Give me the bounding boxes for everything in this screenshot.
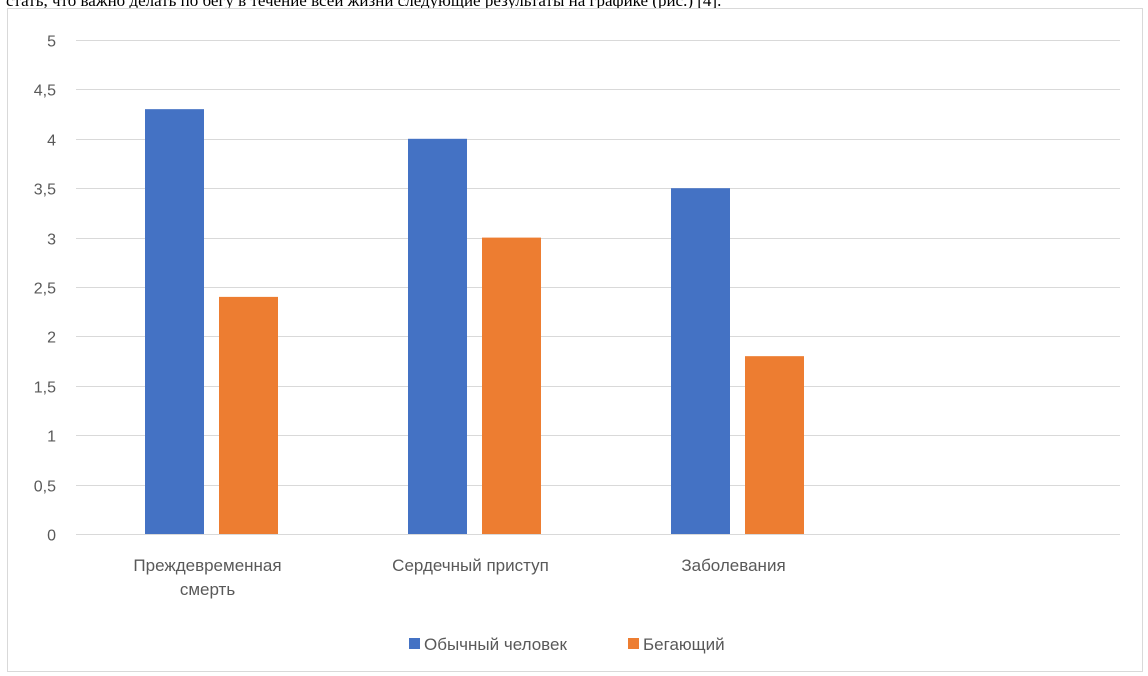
bars (145, 109, 804, 535)
y-tick-label: 4,5 (34, 83, 56, 100)
legend-swatch (409, 638, 420, 649)
x-category-label-line: Заболевания (681, 556, 785, 575)
bar (145, 109, 204, 534)
legend: Обычный человек Бегающий (409, 635, 725, 654)
x-axis-category-labels: Преждевременная смерть Сердечный приступ За… (133, 556, 785, 599)
bar (408, 138, 467, 535)
y-tick-label: 4 (47, 133, 56, 150)
x-category-label: Сердечный приступ (392, 556, 549, 575)
y-tick-label: 2,5 (34, 281, 56, 298)
y-tick-label: 2 (47, 330, 56, 347)
y-tick-label: 0,5 (34, 479, 56, 496)
y-tick-label: 5 (47, 34, 56, 51)
document-text-line: стать, что важно делать по бегу в течени… (6, 0, 722, 10)
x-category-label-line: смерть (180, 580, 236, 599)
bar-chart: 0 0,5 1 1,5 2 2,5 3 3,5 4 4,5 5 Преждевременная сме… (34, 34, 1120, 654)
legend-label: Обычный человек (424, 635, 567, 654)
x-category-label-line: Преждевременная (133, 556, 281, 575)
y-tick-label: 1 (47, 429, 56, 446)
chart-frame: 0 0,5 1 1,5 2 2,5 3 3,5 4 4,5 5 Преждевременная сме… (7, 8, 1143, 672)
y-tick-label: 3 (47, 232, 56, 249)
x-category-label: Преждевременная смерть (133, 556, 281, 599)
y-tick-label: 3,5 (34, 182, 56, 199)
x-category-label-line: Сердечный приступ (392, 556, 549, 575)
x-category-label: Заболевания (681, 556, 785, 575)
legend-swatch (628, 638, 639, 649)
y-tick-label: 1,5 (34, 380, 56, 397)
bar (671, 188, 730, 534)
bar (482, 237, 541, 534)
bar (745, 356, 804, 534)
legend-label: Бегающий (643, 635, 725, 654)
y-tick-label: 0 (47, 528, 56, 545)
bar (219, 296, 278, 534)
y-axis-tick-labels: 0 0,5 1 1,5 2 2,5 3 3,5 4 4,5 5 (34, 34, 56, 545)
